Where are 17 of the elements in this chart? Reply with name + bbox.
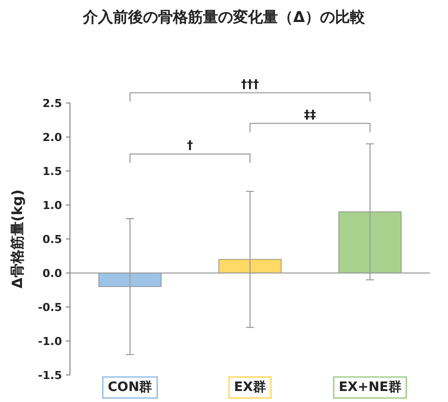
x-tick-label: CON群 [108,380,152,395]
y-tick-label: -1.0 [38,335,62,348]
text: ††† [241,76,259,91]
y-tick-label: -1.5 [38,369,62,382]
y-tick-label: 0.5 [42,233,62,246]
y-tick-label: 2.0 [42,131,62,144]
y-tick-label: 0.0 [42,267,62,280]
y-tick-label: 1.0 [42,199,62,212]
annotation: ‡‡ [304,107,316,122]
y-tick-label: 1.5 [42,165,62,178]
y-tick-label: -0.5 [38,301,62,314]
annotation: † [187,138,193,152]
y-tick-label: 2.5 [42,97,62,110]
x-tick-label: EX群 [234,380,266,395]
y-axis-title: Δ骨格筋量(kg) [10,190,26,288]
x-tick-label: EX+NE群 [338,380,402,395]
chart-title: 介入前後の骨格筋量の変化量（Δ）の比較 [82,8,366,26]
